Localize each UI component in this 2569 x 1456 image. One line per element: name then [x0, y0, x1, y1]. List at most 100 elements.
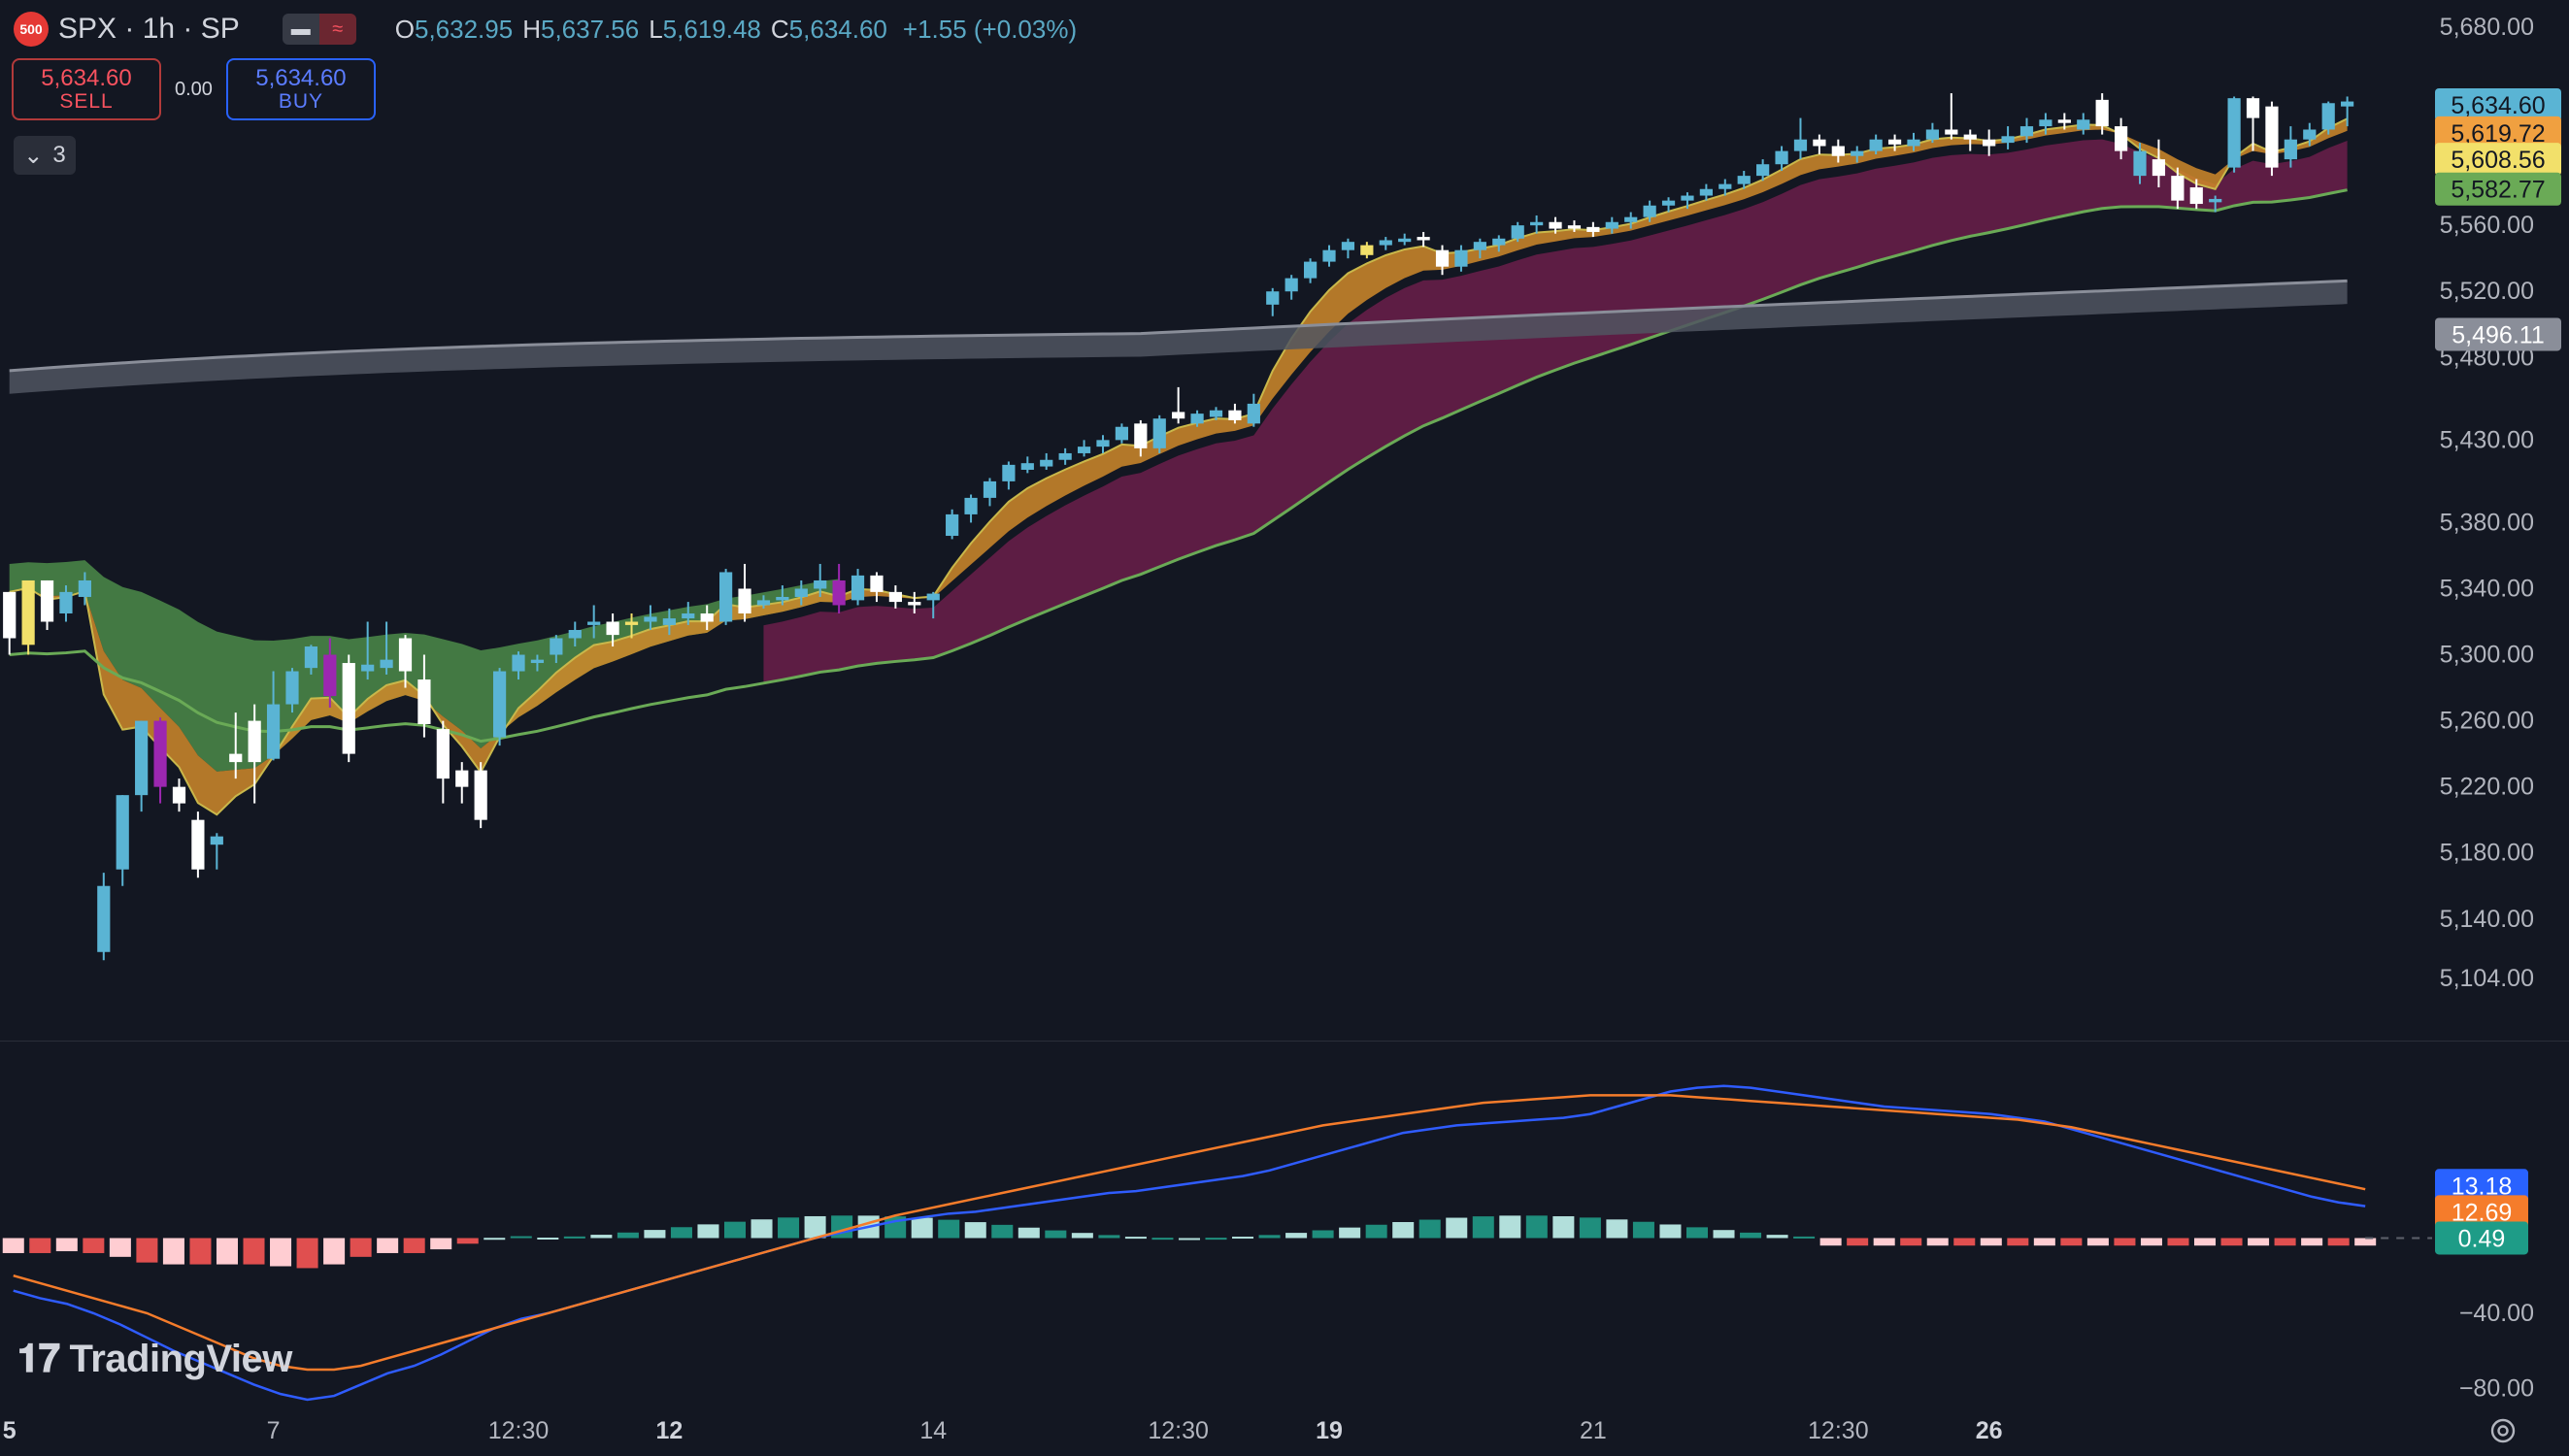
candle — [266, 671, 281, 761]
candle-body — [1322, 249, 1336, 262]
candle-body — [946, 513, 959, 537]
ohlc-close-key: C — [770, 14, 789, 44]
candle-body — [1247, 403, 1260, 424]
indicator-toggle[interactable]: ▬ ≈ — [282, 14, 356, 45]
macd-histogram-bar — [2274, 1238, 2296, 1246]
macd-histogram-bar — [1552, 1216, 1575, 1239]
candle — [1605, 216, 1618, 234]
macd-histogram-bar — [804, 1215, 826, 1239]
tradingview-logo[interactable]: 𝟏𝟕 TradingView — [17, 1338, 292, 1381]
candle-body — [2227, 98, 2241, 168]
sell-price: 5,634.60 — [41, 65, 132, 92]
candle — [794, 579, 808, 606]
candle — [870, 572, 884, 603]
macd-histogram-bar — [911, 1217, 933, 1239]
candle — [662, 608, 676, 636]
macd-histogram-bar — [991, 1224, 1014, 1239]
macd-histogram-bar — [590, 1235, 613, 1239]
candle — [2209, 195, 2222, 213]
macd-histogram-bar — [189, 1238, 212, 1265]
candle-body — [1756, 164, 1770, 177]
price-axis-tick: 5,340.00 — [2440, 575, 2534, 602]
price-change: +1.55 (+0.03%) — [902, 14, 1078, 44]
candle — [1040, 452, 1053, 470]
pane-separator[interactable] — [0, 1041, 2569, 1042]
sell-button[interactable]: 5,634.60 SELL — [12, 58, 161, 120]
macd-histogram-bar — [1819, 1238, 1842, 1246]
candle-body — [1963, 134, 1977, 140]
candle — [1925, 122, 1940, 144]
macd-histogram-bar — [2327, 1238, 2350, 1246]
price-axis-tick: 5,680.00 — [2440, 14, 2534, 41]
candle-body — [1398, 238, 1412, 243]
time-axis-tick: 14 — [919, 1417, 947, 1444]
candle — [2019, 117, 2034, 144]
candle-body — [135, 720, 149, 796]
candle-body — [851, 575, 865, 601]
macd-line — [13, 1084, 2366, 1402]
candle-body — [1209, 410, 1223, 417]
macd-histogram-bar — [563, 1236, 585, 1239]
candle-body — [1605, 221, 1618, 229]
time-axis-tick: 12 — [655, 1417, 683, 1444]
macd-histogram-bar — [216, 1238, 238, 1265]
candle — [1247, 393, 1260, 427]
candle — [1492, 235, 1506, 252]
candle-body — [926, 593, 940, 601]
spread-value: 0.00 — [175, 78, 213, 100]
candle-body — [1530, 221, 1544, 226]
macd-histogram-bar — [670, 1227, 692, 1239]
buy-price: 5,634.60 — [255, 65, 347, 92]
candle-body — [908, 602, 921, 606]
price-axis-tick: 5,560.00 — [2440, 212, 2534, 239]
candle — [361, 621, 375, 680]
candle-body — [2019, 126, 2034, 137]
candle — [1303, 258, 1318, 283]
buy-label: BUY — [278, 89, 324, 113]
ohlc-high-value: 5,637.56 — [540, 14, 640, 44]
settings-gear-icon[interactable] — [2486, 1413, 2520, 1448]
macd-value-label: 0.49 — [2435, 1221, 2528, 1255]
brand-name: TradingView — [69, 1338, 292, 1380]
candle — [436, 720, 450, 804]
buy-button[interactable]: 5,634.60 BUY — [225, 58, 376, 120]
candle-body — [1134, 423, 1148, 448]
candle — [474, 762, 487, 829]
candle-body — [1152, 418, 1166, 448]
candle — [97, 873, 111, 961]
macd-histogram-bar — [1071, 1233, 1093, 1239]
ohlc-low-value: 5,619.48 — [662, 14, 761, 44]
candle — [1435, 245, 1450, 276]
macd-histogram-bar — [1713, 1230, 1735, 1239]
candle — [172, 778, 186, 812]
price-axis-tick: 5,300.00 — [2440, 642, 2534, 669]
macd-label-bg — [2435, 1195, 2528, 1229]
candle-body — [1379, 240, 1392, 246]
candle-body — [550, 638, 563, 655]
candle-body — [1813, 139, 1826, 147]
candle — [1756, 159, 1770, 182]
minus-icon[interactable]: ▬ — [282, 14, 319, 45]
candle — [1718, 179, 1732, 196]
candle-body — [1624, 216, 1638, 222]
macd-histogram-bar — [537, 1238, 559, 1241]
candle-body — [1643, 205, 1656, 217]
ohlc-low-key: L — [649, 14, 663, 44]
ma200-line — [9, 279, 2348, 373]
wave-icon[interactable]: ≈ — [318, 14, 356, 45]
candle-body — [1266, 291, 1280, 305]
macd-histogram-bar — [697, 1224, 719, 1239]
candle — [1190, 410, 1204, 427]
candle — [2095, 93, 2109, 135]
collapse-indicators-button[interactable]: ⌄ 3 — [14, 136, 76, 175]
candle — [210, 833, 223, 870]
candle — [1887, 134, 1902, 151]
candle — [417, 654, 431, 738]
macd-histogram-bar — [296, 1238, 318, 1269]
fast-ema-line — [9, 117, 2349, 816]
candle-body — [2209, 198, 2222, 203]
candle — [1586, 221, 1600, 238]
price-label-text: 5,634.60 — [2451, 92, 2545, 119]
symbol-title[interactable]: SPX · 1h · SP — [58, 13, 240, 45]
